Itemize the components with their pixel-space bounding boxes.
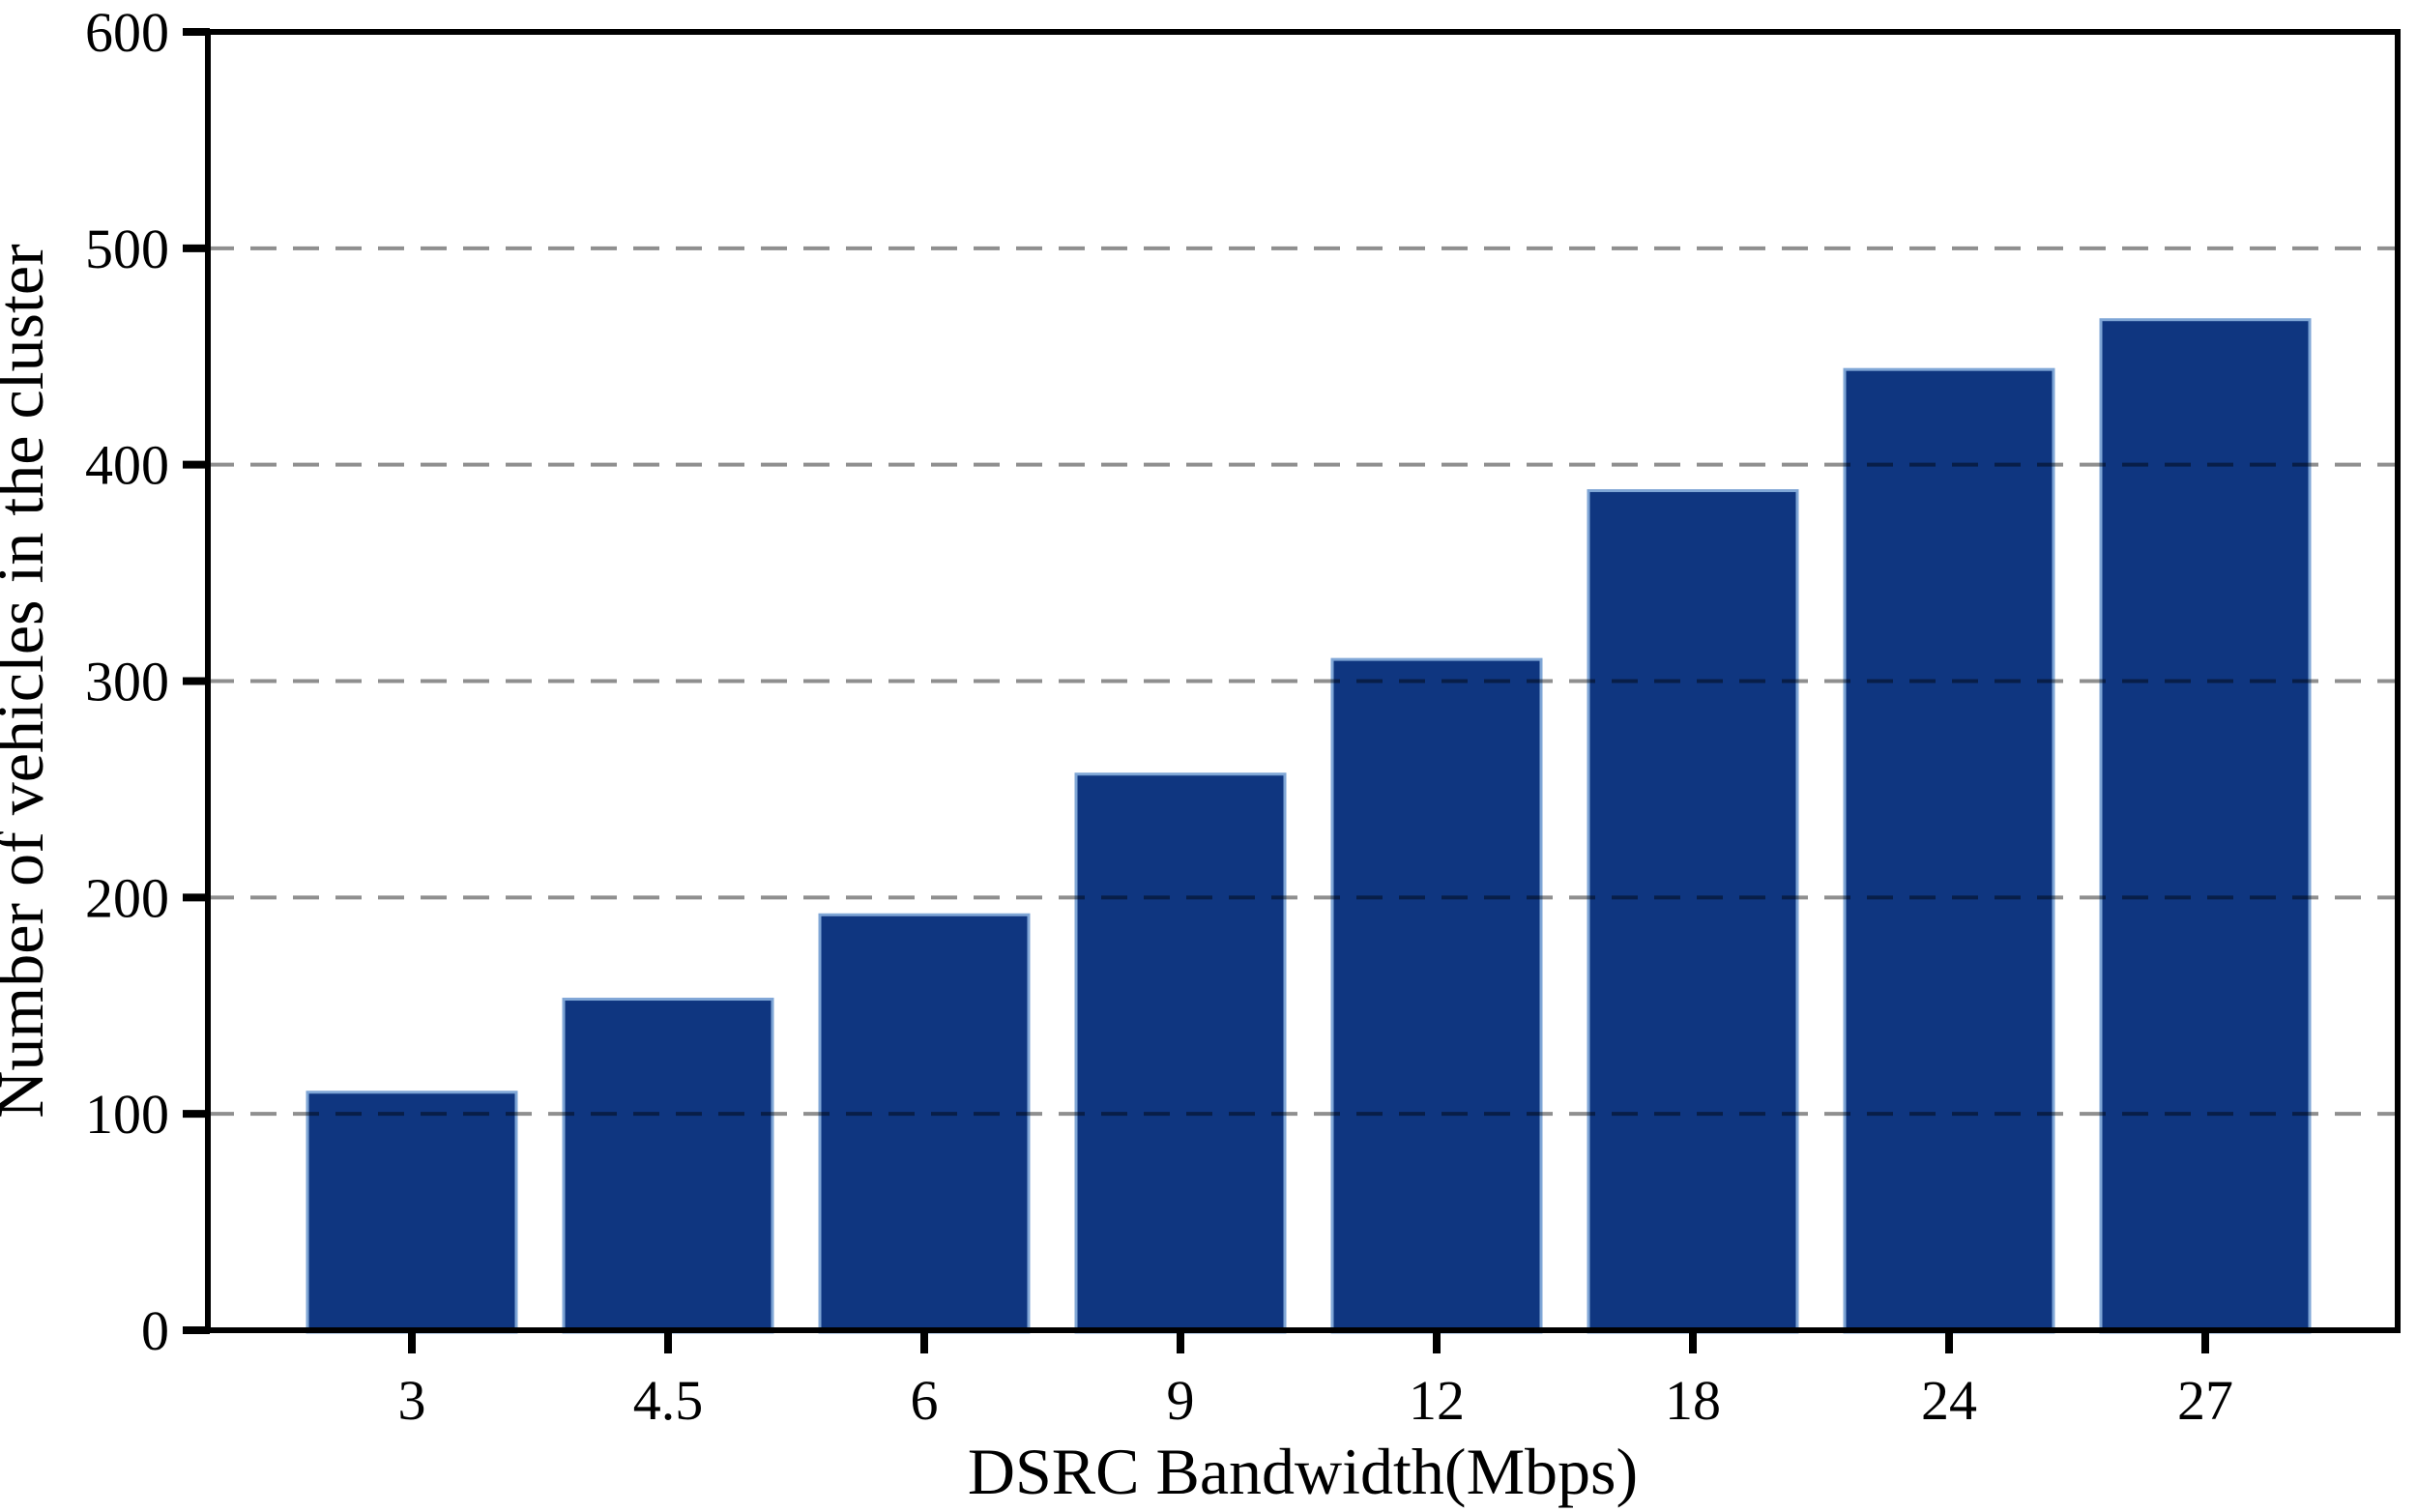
bars-group xyxy=(306,318,2312,1334)
x-tick-label-18: 18 xyxy=(1665,1369,1721,1432)
bar-18mbps xyxy=(1587,489,1799,1334)
bar-6mbps xyxy=(818,913,1031,1334)
x-axis-ticks: 3 4.5 6 9 12 18 24 27 xyxy=(398,1330,2233,1432)
bar-24mbps xyxy=(1843,367,2055,1334)
y-tick-label-500: 500 xyxy=(85,218,169,280)
gridlines-group xyxy=(208,246,2398,1117)
x-tick-label-27: 27 xyxy=(2177,1369,2233,1432)
x-tick-label-3: 3 xyxy=(398,1369,426,1432)
bar-27mbps xyxy=(2099,318,2312,1334)
y-tick-label-0: 0 xyxy=(141,1299,169,1362)
y-axis-ticks: 0 100 200 300 400 500 600 xyxy=(85,1,210,1362)
y-tick-label-300: 300 xyxy=(85,651,169,713)
y-tick-label-200: 200 xyxy=(85,866,169,929)
x-tick-label-6: 6 xyxy=(911,1369,939,1432)
bar-9mbps xyxy=(1074,772,1287,1334)
x-axis-label: DSRC Bandwidth(Mbps) xyxy=(968,1435,1638,1508)
bar-4.5mbps xyxy=(562,998,774,1334)
bar-12mbps xyxy=(1330,657,1543,1334)
y-tick-label-400: 400 xyxy=(85,434,169,497)
y-axis-label: Number of vehicles in the cluster xyxy=(0,244,57,1119)
y-tick-label-600: 600 xyxy=(85,1,169,64)
x-tick-label-4.5: 4.5 xyxy=(633,1369,704,1432)
y-tick-label-100: 100 xyxy=(85,1083,169,1146)
x-tick-label-12: 12 xyxy=(1409,1369,1465,1432)
x-tick-label-24: 24 xyxy=(1921,1369,1977,1432)
bar-3mbps xyxy=(306,1090,518,1334)
x-tick-label-9: 9 xyxy=(1167,1369,1195,1432)
